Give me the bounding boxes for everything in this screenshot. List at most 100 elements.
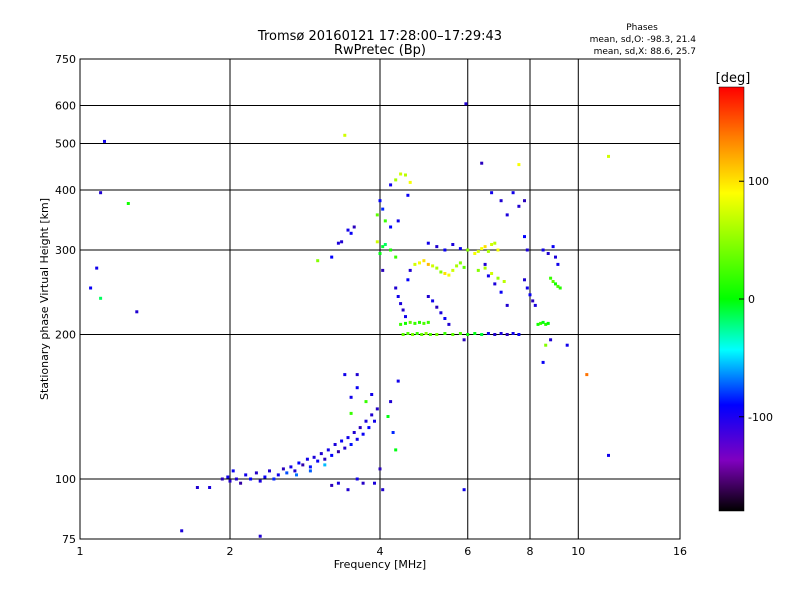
data-point [346, 488, 350, 492]
data-point [451, 333, 455, 336]
data-point [523, 235, 526, 239]
data-point [541, 248, 545, 252]
data-point [458, 332, 462, 335]
data-point [505, 213, 509, 217]
data-point [386, 415, 390, 418]
data-point [455, 264, 459, 268]
data-point [268, 469, 271, 473]
data-point [556, 284, 560, 288]
data-point [549, 338, 553, 342]
data-point [352, 431, 356, 434]
data-point [499, 332, 503, 335]
data-point [505, 333, 509, 336]
data-point [554, 255, 557, 259]
data-point [336, 481, 340, 485]
data-point [418, 320, 421, 324]
data-point [401, 308, 405, 312]
data-point [413, 321, 417, 325]
data-point [431, 264, 435, 268]
data-point [364, 400, 368, 404]
data-point [435, 245, 439, 249]
data-point [523, 199, 526, 203]
data-point [458, 247, 462, 251]
phase-stats-o: mean, sd,O: -98.3, 21.4 [590, 35, 697, 45]
data-point [263, 475, 267, 479]
data-point [308, 465, 312, 469]
data-point [373, 481, 376, 485]
data-point [486, 274, 490, 278]
data-point [103, 139, 106, 143]
data-point [370, 413, 374, 417]
data-point [272, 477, 276, 481]
data-point [326, 448, 330, 452]
data-point [408, 180, 412, 184]
data-point [293, 469, 297, 473]
data-point [490, 191, 494, 195]
data-point [381, 245, 385, 249]
data-point [490, 272, 494, 275]
data-point [443, 248, 447, 252]
data-point [451, 268, 455, 272]
data-point [546, 321, 550, 325]
data-point [355, 477, 359, 481]
data-point [490, 243, 494, 246]
data-point [239, 481, 243, 485]
data-point [523, 278, 526, 282]
data-point [308, 469, 312, 473]
data-point [462, 338, 466, 342]
data-point [373, 419, 376, 423]
data-point [399, 302, 403, 306]
data-point [426, 241, 430, 245]
data-point [254, 471, 258, 475]
data-point [556, 262, 560, 266]
chart-title: Tromsø 20160121 17:28:00–17:29:43 [257, 29, 502, 44]
data-point [89, 286, 93, 290]
data-point [295, 473, 298, 477]
x-tick-label: 10 [571, 545, 585, 558]
data-point [285, 471, 289, 475]
x-tick-label: 16 [673, 545, 687, 558]
data-point [249, 477, 253, 481]
data-point [439, 311, 443, 315]
data-point [424, 332, 428, 335]
data-point [99, 296, 103, 300]
data-point [525, 248, 529, 252]
data-point [340, 240, 344, 244]
data-point [607, 154, 610, 158]
y-tick-label: 75 [62, 533, 76, 546]
data-point [517, 333, 521, 336]
data-point [546, 252, 550, 255]
data-point [126, 202, 130, 205]
data-point [346, 228, 350, 232]
data-point [352, 225, 356, 229]
data-point [435, 266, 439, 270]
data-point [476, 249, 480, 253]
data-point [464, 102, 468, 106]
data-point [349, 443, 353, 446]
y-tick-label: 600 [55, 100, 76, 113]
data-point [406, 332, 410, 335]
colorbar-tick-label: 100 [748, 175, 769, 188]
data-point [404, 315, 407, 319]
y-tick-label: 750 [55, 53, 76, 66]
data-point [476, 268, 480, 272]
data-point [394, 286, 398, 290]
x-tick-label: 4 [377, 545, 384, 558]
data-point [549, 276, 553, 280]
phase-stats-x: mean, sd,X: 88.6, 25.7 [594, 47, 696, 57]
data-point [343, 446, 347, 450]
data-point [499, 290, 503, 294]
y-axis-label: Stationary phase Virtual Height [km] [38, 198, 51, 400]
y-tick-label: 400 [55, 184, 76, 197]
phase-stats-title: Phases [626, 23, 658, 33]
data-point [396, 219, 400, 223]
data-point [447, 322, 451, 326]
data-point [411, 333, 415, 336]
data-point [539, 321, 543, 325]
data-point [462, 265, 466, 269]
data-point [493, 241, 497, 245]
x-tick-label: 6 [464, 545, 471, 558]
data-point [511, 191, 515, 195]
data-point [541, 360, 545, 364]
data-point [439, 270, 443, 274]
